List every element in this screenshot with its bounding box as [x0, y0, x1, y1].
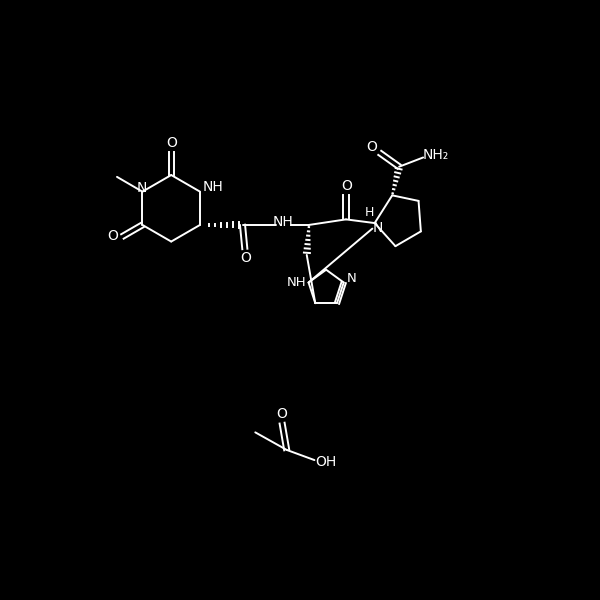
Text: OH: OH: [316, 455, 337, 469]
Text: O: O: [277, 407, 287, 421]
Text: O: O: [108, 229, 119, 242]
Text: O: O: [241, 251, 251, 265]
Text: NH: NH: [287, 276, 307, 289]
Text: O: O: [166, 136, 176, 149]
Text: N: N: [372, 221, 383, 235]
Text: NH₂: NH₂: [423, 148, 449, 162]
Text: NH: NH: [203, 180, 223, 194]
Text: O: O: [366, 140, 377, 154]
Text: O: O: [341, 179, 352, 193]
Text: N: N: [137, 181, 147, 196]
Text: NH: NH: [273, 215, 293, 229]
Text: H: H: [364, 206, 374, 220]
Text: N: N: [347, 272, 357, 286]
